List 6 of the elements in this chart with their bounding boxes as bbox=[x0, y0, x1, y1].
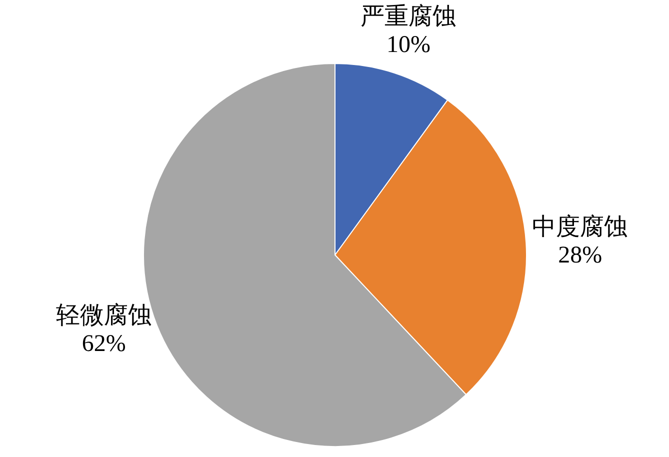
slice-label: 严重腐蚀 bbox=[360, 2, 457, 30]
data-label: 62% bbox=[82, 330, 126, 357]
data-label: 10% bbox=[386, 32, 431, 58]
data-label: 28% bbox=[558, 242, 602, 268]
slice-label: 轻微腐蚀 bbox=[56, 302, 152, 329]
slice-label: 中度腐蚀 bbox=[532, 213, 628, 240]
